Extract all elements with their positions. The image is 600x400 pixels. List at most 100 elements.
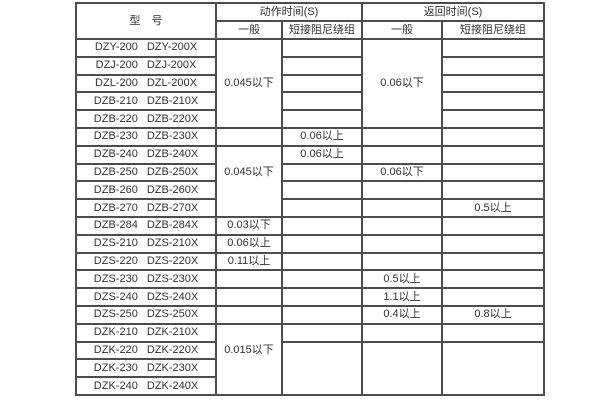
model-cell: DZK-240 DZK-240X xyxy=(75,376,217,396)
table-row: DZK-240 DZK-240X xyxy=(75,376,544,396)
model-name-x: DZB-240X xyxy=(146,148,199,161)
value-cell: 0.06以上 xyxy=(215,233,283,254)
model-name-x: DZB-284X xyxy=(146,219,199,232)
model-cell: DZB-284 DZB-284X xyxy=(75,215,217,236)
value-text: 0.015以下 xyxy=(224,343,274,356)
empty-cell xyxy=(441,215,546,236)
empty-cell xyxy=(441,233,546,254)
model-cell: DZK-220 DZK-220X xyxy=(75,340,217,361)
value-cell: 0.11以上 xyxy=(215,251,283,272)
empty-cell xyxy=(441,126,546,147)
table-row: DZK-230 DZK-230X xyxy=(75,358,544,379)
value-cell: 0.5以上 xyxy=(361,269,444,290)
empty-cell xyxy=(441,91,546,112)
empty-cell xyxy=(361,251,444,272)
empty-cell xyxy=(280,55,364,76)
model-name-x: DZS-250X xyxy=(146,308,199,321)
empty-cell xyxy=(280,38,364,58)
empty-cell xyxy=(215,304,283,325)
model-name: DZJ-200 xyxy=(95,59,138,72)
model-name: DZB-284 xyxy=(93,219,138,232)
value-cell: 0.015以下 xyxy=(215,322,283,397)
empty-cell xyxy=(280,340,364,397)
value-cell: 0.4以上 xyxy=(361,304,444,325)
model-name-x: DZK-230X xyxy=(146,361,199,374)
table-row: DZB-270 DZB-270X 0.5以上 xyxy=(75,198,546,218)
empty-cell xyxy=(361,322,444,343)
value-cell: 0.06以上 xyxy=(280,126,364,147)
model-name-x: DZJ-200X xyxy=(146,59,197,72)
empty-cell xyxy=(280,287,364,307)
table-row: DZB-210 DZB-210X xyxy=(75,91,546,112)
empty-cell xyxy=(280,269,364,290)
model-name-x: DZB-230X xyxy=(146,130,199,143)
model-name: DZB-260 xyxy=(93,183,138,196)
empty-cell xyxy=(280,73,364,94)
model-name-x: DZK-240X xyxy=(146,379,199,392)
empty-cell xyxy=(361,340,444,397)
model-cell: DZB-210 DZB-210X xyxy=(75,91,217,112)
header-model: 型 号 xyxy=(75,2,217,40)
model-name-x: DZS-210X xyxy=(146,237,199,250)
empty-cell xyxy=(361,215,444,236)
model-name: DZB-270 xyxy=(93,201,138,214)
model-name: DZK-230 xyxy=(93,361,138,374)
empty-cell xyxy=(280,304,364,325)
model-cell: DZB-250 DZB-250X xyxy=(75,162,217,183)
value-cell: 1.1以上 xyxy=(361,287,444,307)
empty-cell xyxy=(280,215,364,236)
table-row: DZK-210 DZK-210X 0.015以下 xyxy=(75,322,546,397)
empty-cell xyxy=(441,322,546,343)
model-name: DZL-200 xyxy=(95,76,138,89)
model-name: DZY-200 xyxy=(94,41,138,54)
model-cell: DZS-230 DZS-230X xyxy=(75,269,217,290)
value-cell: 0.045以下 xyxy=(215,38,283,129)
model-cell: DZK-210 DZK-210X xyxy=(75,322,217,343)
table-row: DZB-240 DZB-240X 0.045以下 0.06以上 xyxy=(75,144,546,218)
model-name-x: DZY-200X xyxy=(146,41,198,54)
model-name-x: DZS-240X xyxy=(146,290,199,303)
model-name-x: DZB-260X xyxy=(146,183,199,196)
value-text: 0.045以下 xyxy=(224,165,274,178)
empty-cell xyxy=(280,109,364,129)
model-name: DZB-240 xyxy=(93,148,138,161)
table-row: DZB-230 DZB-230X 0.06以上 xyxy=(75,126,546,147)
empty-cell xyxy=(280,251,364,272)
value-cell: 0.06以上 xyxy=(280,144,364,165)
empty-cell xyxy=(441,144,546,165)
table-row: DZY-200 DZY-200X 0.045以下 0.06以下 xyxy=(75,38,546,129)
empty-cell xyxy=(361,198,444,218)
table-row: DZK-220 DZK-220X xyxy=(75,340,546,397)
relay-timing-spec-table: 型 号 动作时间(S) 返回时间(S) 一般 短接阻尼绕组 一般 短接阻尼绕组 … xyxy=(75,2,546,397)
table-row: DZS-240 DZS-240X 1.1以上 xyxy=(75,287,546,307)
model-name: DZS-230 xyxy=(93,272,138,285)
value-cell: 0.045以下 xyxy=(215,144,283,218)
model-cell: DZL-200 DZL-200X xyxy=(75,73,217,94)
value-cell: 0.5以上 xyxy=(441,198,546,218)
model-name-x: DZB-250X xyxy=(146,165,199,178)
table-row: DZL-200 DZL-200X xyxy=(75,73,546,94)
spec-table-container: 型 号 动作时间(S) 返回时间(S) 一般 短接阻尼绕组 一般 短接阻尼绕组 … xyxy=(75,2,546,397)
model-cell: DZS-210 DZS-210X xyxy=(75,233,217,254)
model-cell: DZS-250 DZS-250X xyxy=(75,304,217,325)
model-name: DZB-220 xyxy=(93,112,138,125)
empty-cell xyxy=(441,287,546,307)
model-name: DZS-210 xyxy=(93,237,138,250)
empty-cell xyxy=(215,287,283,307)
model-name-x: DZS-230X xyxy=(146,272,199,285)
value-cell: 0.06以下 xyxy=(361,162,444,183)
empty-cell xyxy=(441,269,546,290)
empty-cell xyxy=(441,55,546,76)
header-return-damping: 短接阻尼绕组 xyxy=(441,20,546,40)
empty-cell xyxy=(361,144,444,165)
value-cell: 0.03以下 xyxy=(215,215,283,236)
empty-cell xyxy=(215,269,283,290)
model-cell: DZB-270 DZB-270X xyxy=(75,198,217,218)
empty-cell xyxy=(441,73,546,94)
model-name-x: DZK-220X xyxy=(146,343,199,356)
empty-cell xyxy=(280,322,364,343)
model-cell: DZJ-200 DZJ-200X xyxy=(75,55,217,76)
table-row: DZS-220 DZS-220X 0.11以上 xyxy=(75,251,546,272)
model-cell: DZB-230 DZB-230X xyxy=(75,126,217,147)
model-name: DZK-210 xyxy=(93,326,138,339)
